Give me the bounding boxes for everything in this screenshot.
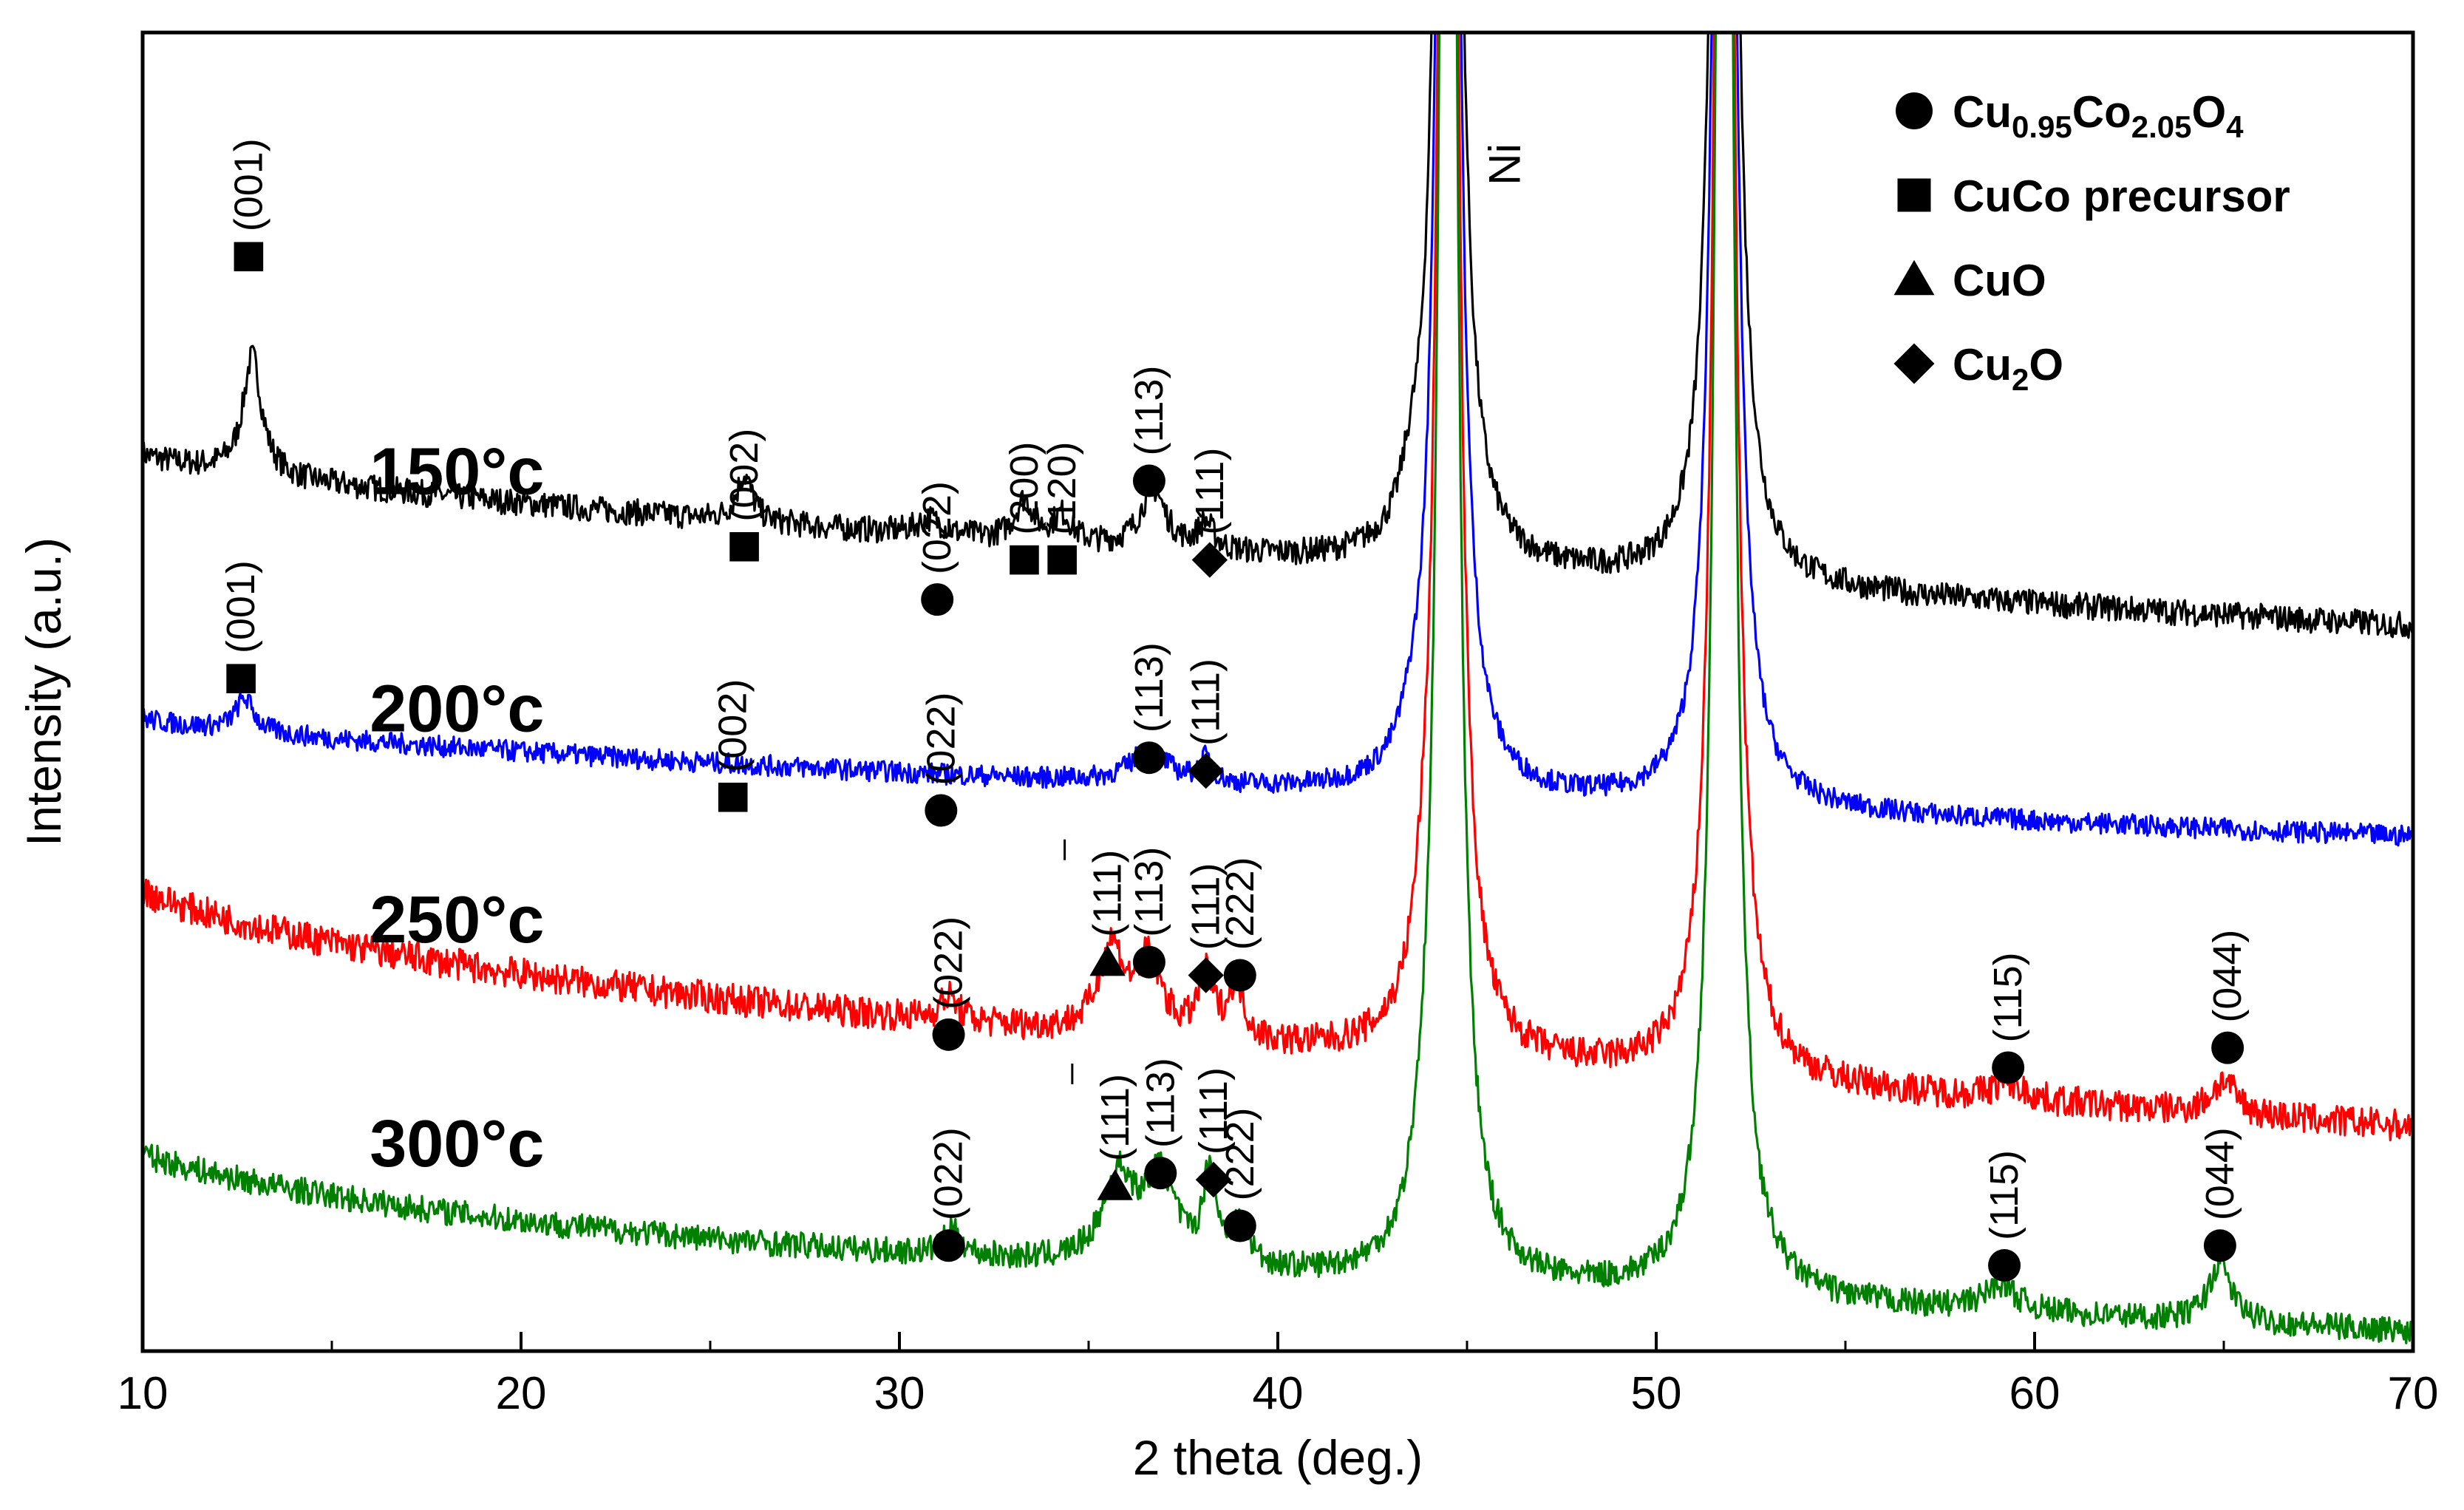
circle-marker-icon [932, 1018, 965, 1051]
circle-marker-icon [1223, 959, 1256, 992]
series-label: 150°c [370, 435, 544, 509]
square-marker-icon [234, 242, 264, 272]
circle-marker-icon [1896, 92, 1933, 129]
triangle-marker-icon [1089, 945, 1126, 976]
peak-hkl-label: (022) [915, 481, 959, 574]
peak-hkl-label: (115) [1986, 952, 2030, 1042]
peak-hkl-label: (113) [1127, 365, 1171, 455]
ni-phase-label: Ni [1480, 143, 1530, 186]
circle-marker-icon [1132, 464, 1165, 497]
series-label: 300°c [370, 1107, 544, 1181]
x-tick-label: 70 [2388, 1368, 2439, 1419]
x-tick-label: 10 [118, 1368, 169, 1419]
diamond-marker-icon [1195, 1161, 1232, 1198]
circle-marker-icon [1132, 945, 1165, 979]
x-tick-label: 50 [1631, 1368, 1682, 1419]
circle-marker-icon [932, 1229, 965, 1262]
diamond-marker-icon [1191, 542, 1228, 578]
triangle-marker-icon [1893, 259, 1935, 296]
legend-entry-label: Cu2O [1953, 340, 2063, 397]
square-marker-icon [718, 782, 748, 812]
square-marker-icon [1047, 545, 1077, 575]
triangle-marker-icon [1097, 1169, 1134, 1200]
circle-marker-icon [925, 794, 958, 827]
peak-hkl-label: (115) [1982, 1150, 2026, 1240]
x-tick-label: 40 [1253, 1368, 1304, 1419]
circle-marker-icon [1988, 1249, 2021, 1282]
peak-hkl-label: (111) [1184, 863, 1228, 950]
peak-hkl-label: (200) [1002, 442, 1046, 535]
square-marker-icon [729, 531, 759, 562]
y-axis-title: Intensity (a.u.) [16, 537, 71, 846]
peak-hkl-label: (113) [1127, 642, 1171, 732]
peak-hkl-label: (111) [1191, 1067, 1236, 1154]
peak-hkl-label: (001) [226, 138, 270, 231]
peak-hkl-label: (111) [1093, 1074, 1137, 1161]
diamond-marker-icon [1893, 343, 1935, 384]
peak-hkl-label: (044) [2198, 1127, 2242, 1220]
series-line [143, 33, 2413, 1142]
legend: Cu0.95Co2.05O4 CuCo precursor CuO Cu2O [1893, 87, 2290, 397]
peak-hkl-label: (222) [1218, 1107, 1262, 1200]
peak-annotations: 150°c(001)(002)(022) (200)(120)(113)(111)… [219, 138, 2250, 1282]
x-axis: 10 20 30 40 50 60 70 [118, 1332, 2439, 1419]
circle-marker-icon [2203, 1229, 2236, 1262]
series-line [143, 33, 2413, 639]
x-tick-label: 30 [874, 1368, 925, 1419]
square-marker-icon [226, 664, 256, 693]
circle-marker-icon [1132, 741, 1165, 775]
diamond-marker-icon [1188, 752, 1224, 789]
circle-marker-icon [1992, 1051, 2025, 1084]
peak-hkl-label: (111) [1086, 850, 1130, 937]
diamond-marker-icon [1188, 957, 1224, 993]
series-line [143, 33, 2413, 847]
circle-marker-icon [1223, 1209, 1256, 1242]
circle-marker-icon [921, 583, 954, 616]
legend-entry-label: CuO [1953, 256, 2046, 305]
peak-hkl-label: (222) [1218, 857, 1262, 950]
peak-hkl-label: (002) [711, 679, 755, 772]
x-tick-label: 60 [2009, 1368, 2060, 1419]
series-layer [143, 33, 2413, 1344]
peak-hkl-label: (001) [219, 560, 263, 653]
peak-hkl-label: (022) [927, 1127, 971, 1220]
circle-marker-icon [1144, 1157, 1177, 1190]
legend-entry-label: Cu0.95Co2.05O4 [1953, 87, 2244, 144]
peak-hkl-label: (022) [919, 692, 963, 785]
peak-hkl-label: (113) [1138, 1058, 1182, 1148]
series-label: 250°c [370, 883, 544, 957]
series-label: 200°c [370, 673, 544, 747]
legend-entry-label: CuCo precursor [1953, 171, 2290, 221]
series-line [143, 33, 2413, 1344]
peak-hkl-label: (044) [2205, 930, 2250, 1023]
square-marker-icon [1897, 178, 1931, 212]
square-marker-icon [1010, 545, 1039, 575]
x-tick-label: 20 [496, 1368, 547, 1419]
circle-marker-icon [2211, 1031, 2245, 1064]
peak-hkl-label: (111) [1184, 659, 1228, 746]
peak-hkl-label: (022) [927, 916, 971, 1010]
peak-hkl-label: (113) [1127, 847, 1171, 937]
peak-hkl-label: (002) [722, 429, 766, 522]
x-axis-title: 2 theta (deg.) [1133, 1430, 1423, 1485]
peak-hkl-label: (111) [1188, 448, 1232, 535]
peak-hkl-label: (120) [1040, 442, 1084, 535]
